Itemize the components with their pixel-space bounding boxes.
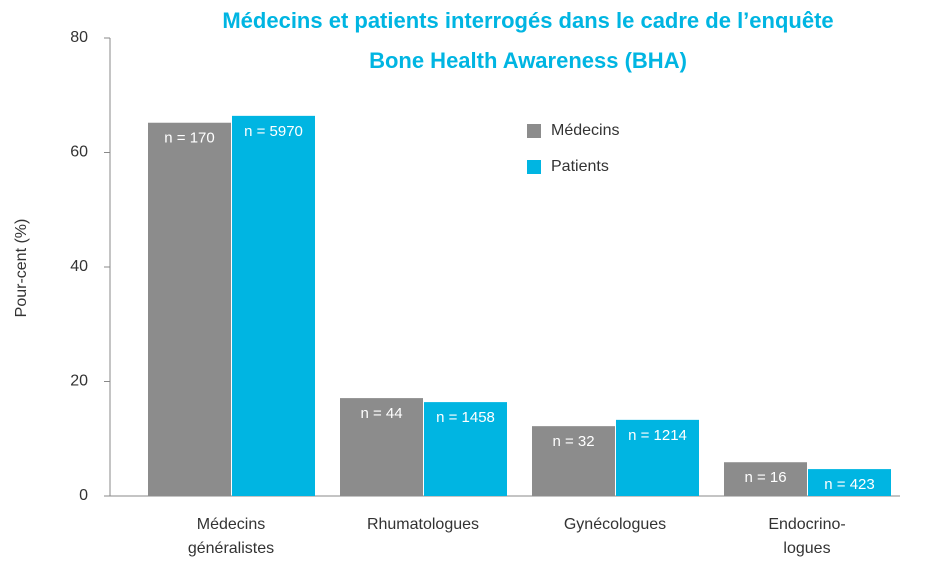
legend-label: Patients [551,158,609,175]
legend-swatch [527,160,541,174]
bar [724,462,807,496]
chart-title: Médecins et patients interrogés dans le … [222,8,833,33]
bar-label: n = 5970 [244,123,303,140]
bar [532,426,615,496]
legend-label: Médecins [551,122,619,139]
y-tick-label: 80 [70,29,88,46]
bar-label: n = 170 [164,130,214,147]
bar-label: n = 1214 [628,427,687,444]
bar [616,419,699,496]
y-axis-label: Pour-cent (%) [13,219,30,318]
y-tick-label: 40 [70,258,88,275]
bar [232,115,315,497]
y-tick-label: 20 [70,373,88,390]
bar-label: n = 1458 [436,409,495,426]
bar-label: n = 44 [360,405,402,422]
bar [340,398,423,496]
legend-swatch [527,124,541,138]
x-tick-label: Médecins [197,516,265,533]
x-tick-label: logues [783,540,830,557]
y-tick-label: 0 [79,487,88,504]
x-tick-label: Endocrino- [768,516,845,533]
bar-label: n = 423 [824,476,874,493]
bar-label: n = 16 [744,469,786,486]
bar [424,402,507,496]
bar-label: n = 32 [552,433,594,450]
bar [148,122,231,496]
bar [808,469,891,496]
y-tick-label: 60 [70,144,88,161]
x-tick-label: Rhumatologues [367,516,479,533]
x-tick-label: généralistes [188,540,274,557]
chart-title: Bone Health Awareness (BHA) [369,48,687,73]
x-tick-label: Gynécologues [564,516,666,533]
